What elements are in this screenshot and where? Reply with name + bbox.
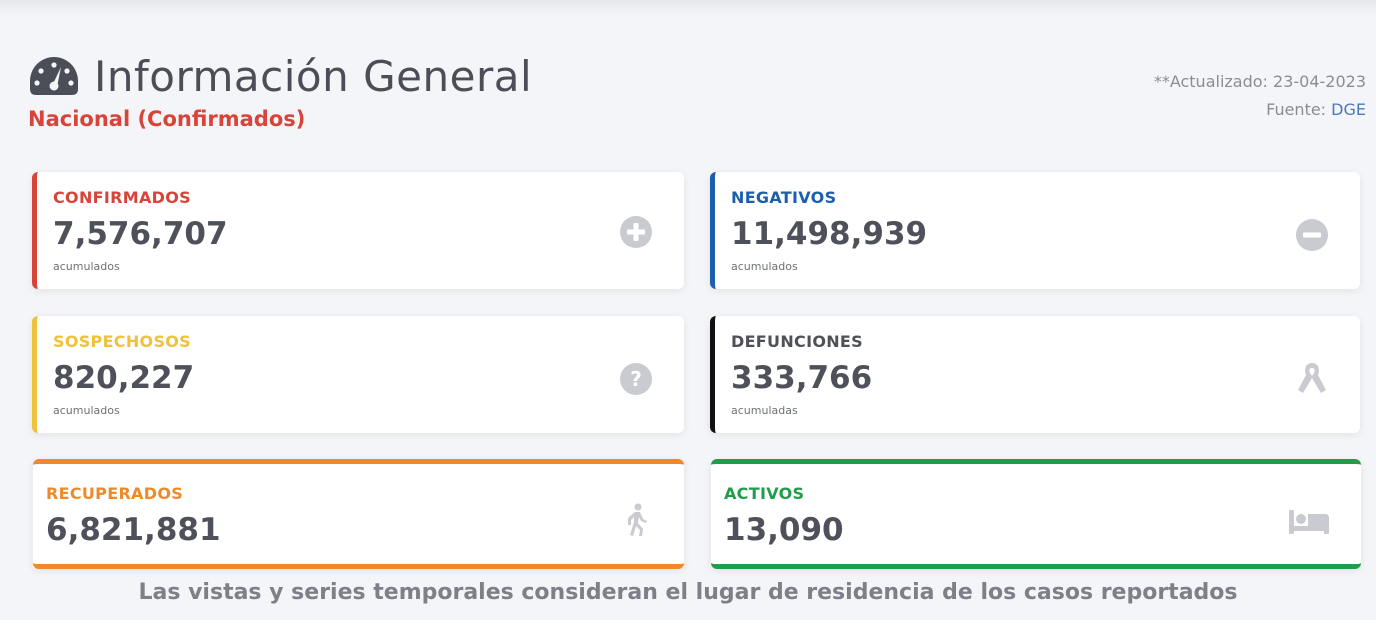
title-row: Información General xyxy=(28,52,532,101)
page-title: Información General xyxy=(94,52,533,101)
card-defunciones: DEFUNCIONES 333,766 acumuladas xyxy=(710,316,1360,433)
updated-date: **Actualizado: 23-04-2023 xyxy=(1153,72,1366,91)
gauge-icon xyxy=(30,56,78,95)
card-value: 7,576,707 xyxy=(53,216,228,252)
card-label: NEGATIVOS xyxy=(731,188,837,207)
ribbon-icon xyxy=(1298,363,1326,393)
card-unit: acumuladas xyxy=(731,404,798,417)
card-sospechosos: SOSPECHOSOS 820,227 acumulados ? xyxy=(32,316,684,433)
card-confirmados: CONFIRMADOS 7,576,707 acumulados xyxy=(32,172,684,289)
plus-circle-icon xyxy=(620,216,652,248)
page-header: Información General Nacional (Confirmado… xyxy=(28,52,532,131)
card-unit: acumulados xyxy=(53,404,120,417)
footer-note: Las vistas y series temporales considera… xyxy=(138,580,1238,605)
card-label: CONFIRMADOS xyxy=(53,188,191,207)
card-unit: acumulados xyxy=(731,260,798,273)
card-recuperados: RECUPERADOS 6,821,881 xyxy=(33,459,684,569)
card-value: 13,090 xyxy=(724,512,844,548)
update-meta: **Actualizado: 23-04-2023 Fuente: DGE xyxy=(1154,68,1366,124)
bed-icon xyxy=(1289,510,1329,534)
card-activos: ACTIVOS 13,090 xyxy=(711,459,1361,569)
card-value: 11,498,939 xyxy=(731,216,928,252)
topbar-shadow xyxy=(0,0,1376,16)
card-value: 820,227 xyxy=(53,360,195,396)
svg-text:?: ? xyxy=(630,367,642,391)
card-value: 6,821,881 xyxy=(46,512,221,548)
card-value: 333,766 xyxy=(731,360,873,396)
card-label: RECUPERADOS xyxy=(46,484,184,503)
source-link[interactable]: DGE xyxy=(1331,100,1366,119)
walking-person-icon xyxy=(628,503,647,536)
minus-circle-icon xyxy=(1296,219,1328,251)
page-subtitle: Nacional (Confirmados) xyxy=(28,107,306,131)
card-label: DEFUNCIONES xyxy=(731,332,863,351)
card-negativos: NEGATIVOS 11,498,939 acumulados xyxy=(710,172,1360,289)
card-unit: acumulados xyxy=(53,260,120,273)
source-prefix: Fuente: xyxy=(1266,100,1327,119)
question-circle-icon: ? xyxy=(620,363,652,395)
source-line: Fuente: DGE xyxy=(1154,96,1366,124)
card-label: ACTIVOS xyxy=(724,484,805,503)
card-label: SOSPECHOSOS xyxy=(53,332,191,351)
